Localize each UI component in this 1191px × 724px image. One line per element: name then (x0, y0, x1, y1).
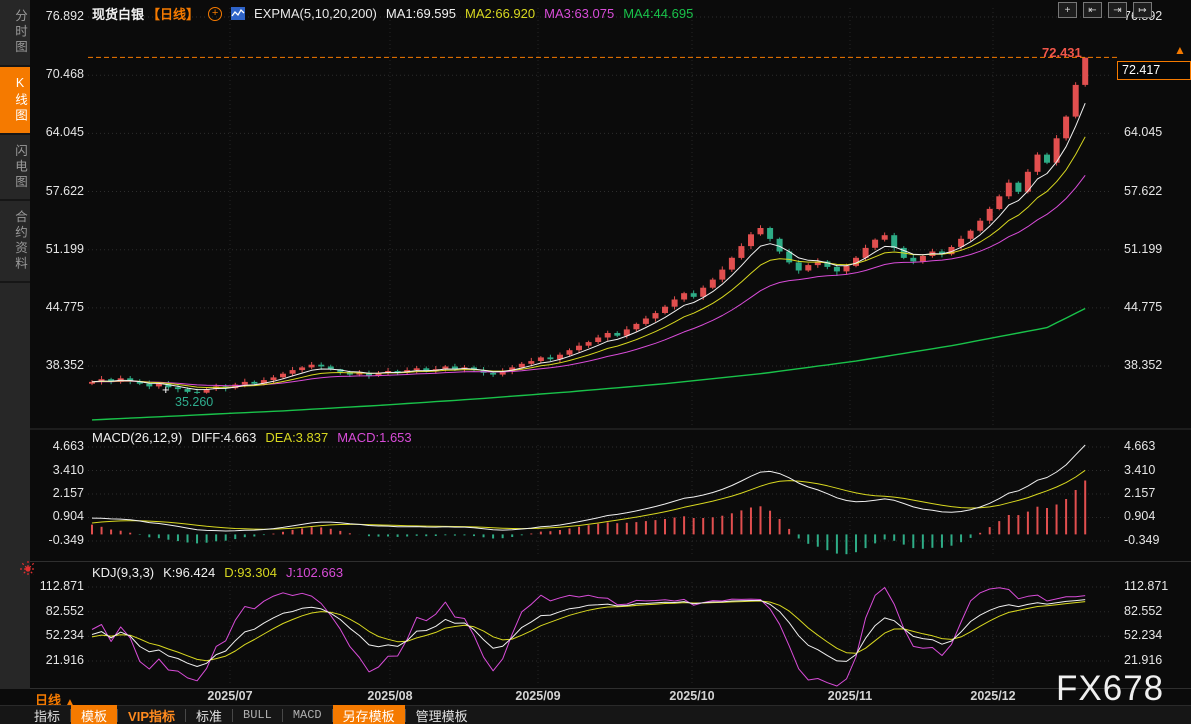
y-axis-label: 3.410 (1124, 463, 1156, 477)
tab-macd[interactable]: MACD (292, 708, 322, 722)
y-axis-label: 0.904 (1124, 509, 1156, 523)
y-axis-label: 82.552 (45, 604, 84, 618)
y-axis-label: 4.663 (52, 439, 84, 453)
x-axis-label: 2025/08 (367, 689, 413, 703)
y-axis-label: 0.904 (52, 509, 84, 523)
tab-separator (185, 708, 186, 722)
symbol-name: 现货白银 (92, 7, 145, 22)
kdj-d-value: D:93.304 (224, 565, 277, 580)
tab-manage-template[interactable]: 管理模板 (415, 708, 468, 724)
macd-value: MACD:1.653 (337, 430, 412, 445)
low-marker-icon: + (162, 382, 170, 397)
macd-panel-header: MACD(26,12,9) DIFF:4.663 DEA:3.837 MACD:… (92, 430, 412, 445)
y-axis-label: 44.775 (45, 300, 84, 314)
indicator-name: EXPMA(5,10,20,200) (254, 6, 377, 21)
tab-separator (232, 708, 234, 722)
chart-style-icon[interactable] (231, 7, 246, 20)
chevron-up-icon: ▲ (65, 697, 75, 708)
y-axis-label: 38.352 (45, 358, 84, 372)
zoom-range-right-icon[interactable]: ⇥ (1108, 2, 1127, 18)
high-price-label: 72.431 (1042, 45, 1082, 60)
ma4-value: MA4:44.695 (623, 6, 694, 21)
zoom-range-left-icon[interactable]: ⇤ (1083, 2, 1102, 18)
y-axis-label: 82.552 (1124, 604, 1163, 618)
x-axis-label: 2025/09 (515, 689, 561, 703)
y-axis-label: 2.157 (52, 486, 84, 500)
y-axis-label: 70.468 (45, 67, 84, 81)
y-axis-label: -0.349 (1124, 533, 1160, 547)
kdj-panel-header: KDJ(9,3,3) K:96.424 D:93.304 J:102.663 (92, 565, 343, 580)
y-axis-label: 57.622 (45, 184, 84, 198)
y-axis-label: 51.199 (45, 242, 84, 256)
kdj-title: KDJ(9,3,3) (92, 565, 155, 580)
y-axis-label: 112.871 (39, 579, 84, 593)
y-axis-label: 51.199 (1124, 242, 1163, 256)
x-axis-label: 2025/07 (207, 689, 253, 703)
sidebar-tab-kline-chart[interactable]: K线图 (0, 66, 30, 135)
kdj-k-value: K:96.424 (163, 565, 216, 580)
main-chart-header: 现货白银 【日线】 + EXPMA(5,10,20,200) MA1:69.59… (92, 4, 693, 23)
x-axis-label: 2025/12 (970, 689, 1016, 703)
tab-vip-indicators[interactable]: VIP指标 (128, 708, 175, 724)
tab-indicators[interactable]: 指标 (34, 708, 61, 724)
alert-burst-icon[interactable] (20, 561, 36, 577)
y-axis-label: 52.234 (45, 628, 84, 642)
tab-separator (281, 708, 283, 722)
tab-separator (70, 708, 72, 722)
watermark: FX678 (1056, 669, 1165, 708)
y-axis-label: 64.045 (1124, 125, 1163, 139)
add-indicator-icon[interactable]: + (208, 6, 223, 21)
x-axis-label: 2025/11 (827, 689, 873, 703)
shift-right-icon[interactable]: ↦ (1133, 2, 1152, 18)
chart-toolbar: + ⇤ ⇥ ↦ (1058, 2, 1152, 18)
tab-separator (117, 708, 119, 722)
chart-type-sidebar: 分时图 K线图 闪电图 合约资料 (0, 0, 30, 689)
ma3-value: MA3:63.075 (544, 6, 615, 21)
tab-separator (331, 708, 333, 722)
y-axis-label: 112.871 (1124, 579, 1169, 593)
sidebar-tab-lightning-chart[interactable]: 闪电图 (0, 135, 30, 201)
latest-price-arrow-icon: ▲ (1174, 43, 1186, 57)
y-axis-label: -0.349 (48, 533, 84, 547)
tab-standard[interactable]: 标准 (196, 708, 223, 724)
x-axis-label: 2025/10 (669, 689, 715, 703)
kdj-j-value: J:102.663 (285, 565, 344, 580)
period-selector[interactable]: 日线 ▲ (35, 693, 75, 708)
macd-diff-value: DIFF:4.663 (191, 430, 257, 445)
last-price-box: 72.417 (1117, 61, 1191, 80)
y-axis-label: 64.045 (45, 125, 84, 139)
y-axis-label: 44.775 (1124, 300, 1163, 314)
y-axis-label: 21.916 (45, 653, 84, 667)
y-axis-label: 2.157 (1124, 486, 1156, 500)
tab-separator (404, 708, 406, 722)
y-axis-label: 3.410 (52, 463, 84, 477)
y-axis-label: 57.622 (1124, 184, 1163, 198)
y-axis-label: 52.234 (1124, 628, 1163, 642)
y-axis-label: 4.663 (1124, 439, 1156, 453)
macd-title: MACD(26,12,9) (92, 430, 183, 445)
macd-dea-value: DEA:3.837 (265, 430, 329, 445)
period-label: 【日线】 (147, 7, 200, 22)
tab-templates[interactable]: 模板 (71, 704, 118, 724)
y-axis-label: 38.352 (1124, 358, 1163, 372)
low-price-label: 35.260 (175, 395, 214, 409)
ma1-value: MA1:69.595 (385, 6, 456, 21)
pan-tool-icon[interactable]: + (1058, 2, 1077, 18)
ma2-value: MA2:66.920 (465, 6, 536, 21)
tab-bull[interactable]: BULL (243, 708, 272, 722)
y-axis-label: 21.916 (1124, 653, 1163, 667)
sidebar-tab-time-chart[interactable]: 分时图 (0, 0, 30, 67)
y-axis-label: 76.892 (45, 9, 84, 23)
tab-save-template[interactable]: 另存模板 (332, 704, 405, 724)
sidebar-tab-contract-info[interactable]: 合约资料 (0, 201, 30, 283)
bottom-tab-bar: 指标 模板 VIP指标 标准 BULL MACD 另存模板 管理模板 (0, 704, 1191, 724)
